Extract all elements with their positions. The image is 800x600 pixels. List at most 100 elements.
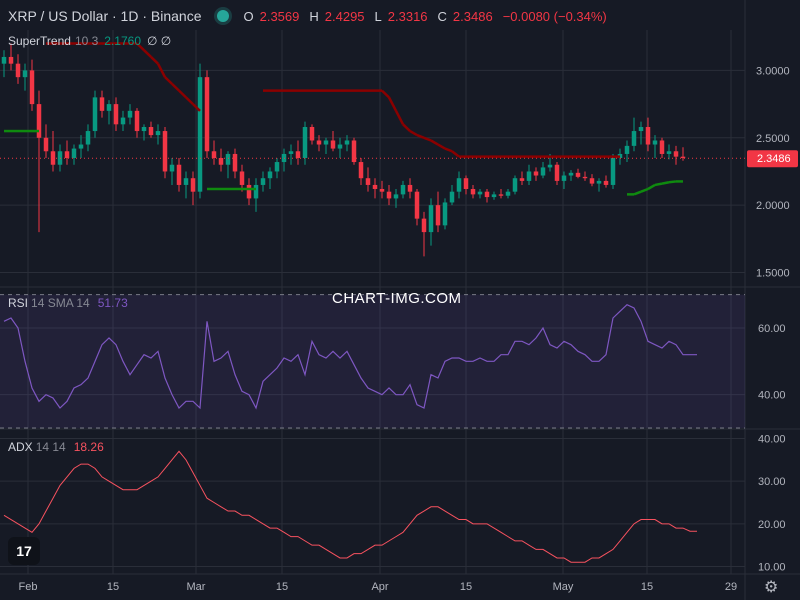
time-tick-label: 15	[641, 581, 653, 593]
candle-body	[561, 175, 567, 181]
candle-body	[337, 144, 343, 149]
candle-body	[295, 151, 301, 158]
candle-body	[477, 191, 483, 195]
supertrend-segment	[136, 42, 145, 52]
candle-body	[351, 140, 357, 163]
price-tick-label: 2.5000	[756, 133, 790, 145]
rsi-value: 51.73	[97, 296, 128, 310]
candle-body	[358, 162, 364, 179]
candle-body	[267, 171, 273, 179]
candle-body	[652, 140, 658, 145]
candle-body	[568, 172, 574, 176]
candle-body	[197, 77, 203, 192]
open-label: O	[243, 8, 254, 24]
candle-body	[407, 184, 413, 192]
supertrend-segment	[164, 76, 173, 85]
candle-body	[43, 137, 49, 152]
adx-legend[interactable]: ADX 14 14 18.26	[8, 440, 104, 454]
adx-name: ADX	[8, 440, 33, 454]
tradingview-logo[interactable]: 17	[8, 537, 40, 565]
close-value: 2.3486	[452, 8, 493, 24]
candle-body	[589, 178, 595, 184]
candle-body	[344, 140, 350, 145]
candle-body	[491, 194, 497, 198]
low-value: 2.3316	[387, 8, 428, 24]
supertrend-value: 2.1760	[104, 34, 141, 48]
candle-body	[288, 151, 294, 154]
supertrend-segment	[178, 89, 187, 99]
candle-body	[218, 158, 224, 165]
candle-body	[428, 205, 434, 233]
candle-body	[519, 178, 525, 181]
candle-body	[1, 56, 7, 64]
time-tick-label: Feb	[19, 581, 38, 593]
price-tick-label: 2.0000	[756, 200, 790, 212]
candle-body	[673, 151, 679, 157]
supertrend-name: SuperTrend	[8, 34, 71, 48]
supertrend-segment	[451, 150, 460, 158]
candle-body	[260, 178, 266, 185]
price-change: −0.0080 (−0.34%)	[502, 8, 607, 24]
watermark: CHART-IMG.COM	[332, 290, 462, 307]
supertrend-segment	[150, 56, 159, 65]
candle-body	[540, 167, 546, 176]
supertrend-segment	[423, 136, 432, 142]
candle-body	[29, 70, 35, 105]
candle-body	[78, 144, 84, 149]
supertrend-segment	[416, 133, 425, 139]
adx-tick-label: 10.00	[758, 561, 786, 573]
time-axis[interactable]: Feb 15 Mar 15 Apr 15 May 15 29	[19, 581, 738, 593]
price-axis[interactable]: 1.5000 2.0000 2.5000 3.0000 40.00 60.00 10.00 2…	[747, 65, 798, 573]
supertrend-legend[interactable]: SuperTrend 10 3 2.1760 ∅ ∅	[8, 34, 171, 48]
adx-value: 18.26	[73, 440, 104, 454]
candle-body	[253, 184, 259, 199]
adx-line	[3, 450, 697, 563]
candle-body	[624, 145, 630, 154]
candle-body	[484, 191, 490, 198]
candle-body	[449, 191, 455, 203]
candle-body	[400, 184, 406, 195]
candle-body	[8, 56, 14, 64]
candle-body	[603, 180, 609, 185]
supertrend-segment	[437, 143, 446, 150]
candle-body	[232, 153, 238, 172]
candle-body	[386, 191, 392, 199]
rsi-line	[3, 303, 697, 410]
candle-body	[169, 164, 175, 172]
candle-body	[155, 131, 161, 136]
time-tick-label: Mar	[187, 581, 206, 593]
gear-icon[interactable]: ⚙	[764, 579, 779, 596]
candle-body	[302, 127, 308, 158]
last-price-tag	[747, 150, 798, 168]
candle-body	[365, 178, 371, 185]
price-tick-label: 1.5000	[756, 268, 790, 280]
close-label: C	[437, 8, 447, 24]
candle-body	[309, 127, 315, 141]
supertrend-segment	[156, 63, 167, 78]
candle-body	[316, 140, 322, 145]
symbol-title[interactable]: XRP / US Dollar · 1D · Binance	[8, 8, 202, 24]
candle-body	[183, 178, 189, 185]
candle-body	[99, 97, 105, 111]
time-tick-label: Apr	[371, 581, 388, 593]
candle-body	[638, 127, 644, 132]
time-tick-label: 29	[725, 581, 737, 593]
candle-body	[127, 110, 133, 118]
supertrend-segment	[661, 181, 670, 185]
supertrend-segment	[654, 182, 663, 187]
candle-body	[204, 77, 210, 152]
candle-body	[456, 178, 462, 192]
rsi-legend[interactable]: RSI 14 SMA 14 51.73	[8, 296, 128, 310]
candle-body	[141, 127, 147, 132]
candle-body	[120, 117, 126, 125]
time-tick-label: May	[553, 581, 574, 593]
candle-body	[393, 194, 399, 199]
candle-body	[211, 151, 217, 158]
supertrend-segment	[640, 187, 649, 193]
rsi-tick-label: 40.00	[758, 390, 786, 402]
candle-body	[274, 162, 280, 172]
candle-body	[22, 70, 28, 78]
candle-body	[414, 191, 420, 219]
